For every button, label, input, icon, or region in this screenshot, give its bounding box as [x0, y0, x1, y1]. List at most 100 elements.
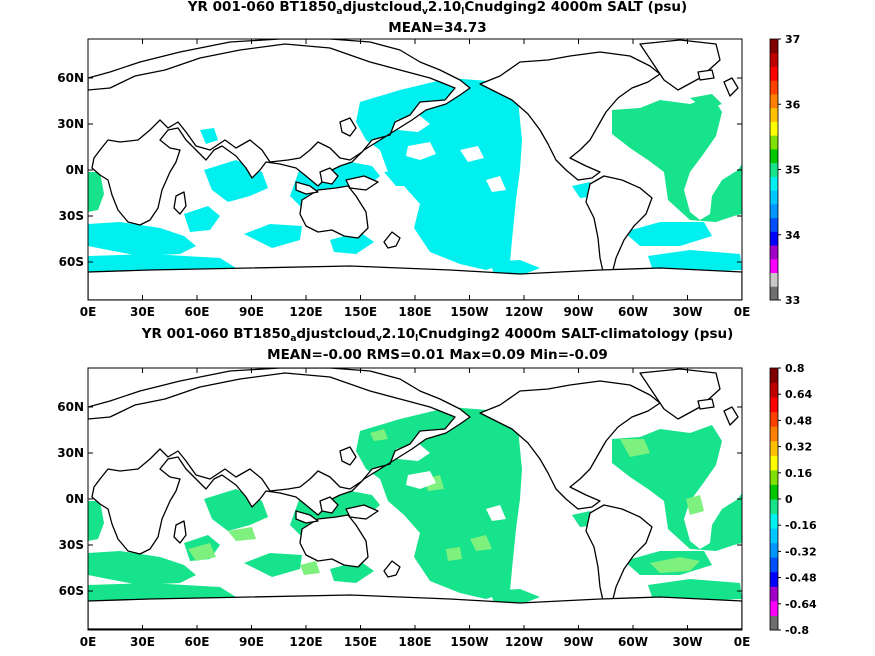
panel1-title-sub: l [461, 7, 465, 17]
panel2-x-tick-label: 120E [289, 635, 322, 649]
panel2-colorbar-label: -0.48 [785, 572, 817, 585]
panel1-title: YR 001-060 BT1850adjustcloudv2.10lCnudgi… [0, 0, 875, 17]
panel1-colorbar-swatch [770, 272, 778, 287]
panel1-colorbar-swatch [770, 93, 778, 109]
panel2-colorbar-swatch [770, 571, 778, 587]
panel1-green-regions [88, 94, 742, 222]
panel2-colorbar-label: 0.48 [785, 414, 812, 427]
panel2-colorbar-swatch [770, 484, 778, 500]
panel2-title-part: YR 001-060 BT1850 [141, 326, 291, 342]
panel2-colorbar-label: 0.8 [785, 362, 805, 375]
panel1-colorbar-label: 37 [785, 33, 800, 46]
panel1-y-tick-label: 0N [66, 163, 84, 177]
panel1-x-tick-label: 90W [564, 305, 594, 319]
panel2-title-sub: v [375, 334, 382, 344]
panel1-title-part: Cnudging2 4000m SALT (psu) [464, 0, 688, 15]
panel2-colorbar-swatch [770, 499, 778, 515]
panel2-colorbar-swatch [770, 513, 778, 529]
panel2-title-part: djustcloud [296, 326, 376, 342]
panel1-x-tick-label: 30E [130, 305, 155, 319]
panel2-stats: MEAN=-0.00 RMS=0.01 Max=0.09 Min=-0.09 [267, 347, 608, 363]
panel1-colorbar-swatch [770, 107, 778, 122]
panel1-colorbar-swatch [770, 66, 778, 81]
panel1-x-tick-label: 120W [505, 305, 543, 319]
panel2-colorbar-swatch [770, 411, 778, 427]
panel1-y-tick-label: 60N [57, 71, 84, 85]
panel2-colorbar-swatch [770, 600, 778, 616]
panel2-x-tick-label: 30E [130, 635, 155, 649]
panel2-colorbar-swatch [770, 382, 778, 398]
panel2-colorbar-label: -0.32 [785, 545, 817, 558]
panel2-colorbar-label: 0.16 [785, 467, 812, 480]
panel2-colorbar-swatch [770, 440, 778, 456]
panel2-y-tick-label: 60S [59, 584, 84, 598]
panel2-colorbar: 0.8 0.64 0.48 0.32 0.16 0 -0.16 -0.32 -0.48 -0.64… [769, 362, 817, 637]
panel2-x-tick-label: 0E [734, 635, 751, 649]
panel1-title-part: djustcloud [342, 0, 423, 15]
panel1-y-tick-label: 30S [59, 209, 84, 223]
panel2-title-sub: a [290, 334, 297, 344]
panel1-x-tick-label: 0E [734, 305, 751, 319]
panel1-colorbar-swatch [770, 52, 778, 67]
panel2-colorbar-swatch [770, 542, 778, 558]
panel2-colorbar-label: 0 [785, 493, 793, 506]
panel2-x-tick-label: 60W [618, 635, 648, 649]
panel2-colorbar-swatch [770, 426, 778, 442]
panel1-x-tick-label: 60W [618, 305, 648, 319]
panel1-colorbar-swatch [770, 39, 778, 54]
panel2-x-tick-label: 60E [185, 635, 210, 649]
panel1-x-tick-label: 150W [450, 305, 488, 319]
panel2-colorbar-swatch [770, 397, 778, 413]
panel1-x-tick-label: 0E [80, 305, 97, 319]
panel1-colorbar-swatch [770, 245, 778, 260]
panel2-colorbar-swatch [770, 368, 778, 384]
panel1-colorbar-swatch [770, 176, 778, 191]
panel1-colorbar-label: 36 [785, 98, 801, 111]
panel1-x-tick-label: 90E [239, 305, 264, 319]
panel2-x-tick-label: 30W [673, 635, 703, 649]
panel1-colorbar-swatch [770, 286, 778, 301]
panel1-colorbar-swatch [770, 148, 778, 164]
panel1-colorbar-label: 33 [785, 294, 800, 307]
panel2-colorbar-label: 0.64 [785, 388, 812, 401]
panel1-colorbar-swatch [770, 231, 778, 246]
panel2-colorbar-label: 0.32 [785, 441, 812, 454]
panel2-title-part: Cnudging2 4000m SALT-climatology (psu) [418, 326, 734, 342]
panel1-colorbar-label: 35 [785, 164, 800, 177]
panel1-colorbar-swatch [770, 80, 778, 95]
panel1-colorbar-swatch [770, 121, 778, 136]
panel1-x-tick-label: 30W [673, 305, 703, 319]
panel1-colorbar: 37 36 35 34 33 [769, 33, 801, 307]
panel2-colorbar-label: -0.8 [785, 624, 809, 637]
panel2-colorbar-swatch [770, 615, 778, 631]
panel1-title-sub: a [336, 7, 343, 17]
panel1-axes: 0E 30E 60E 90E 120E 150E 180E 150W 120W 90W 60W 30W… [57, 39, 750, 319]
panel1-colorbar-swatch [770, 203, 778, 219]
panel1-y-tick-label: 60S [59, 255, 84, 269]
panel2-title: YR 001-060 BT1850adjustcloudv2.10lCnudgi… [0, 326, 875, 344]
panel1-colorbar-swatch [770, 135, 778, 150]
panel1-holes [396, 114, 506, 192]
panel2-map [87, 367, 743, 631]
panel2-x-tick-label: 180E [398, 635, 431, 649]
panel2-y-tick-label: 30N [57, 446, 84, 460]
panel1-x-tick-label: 180E [398, 305, 431, 319]
panel1-title-part: YR 001-060 BT1850 [187, 0, 337, 15]
panel1-x-tick-label: 150E [344, 305, 377, 319]
panel2-colorbar-swatch [770, 469, 778, 485]
panel1-colorbar-swatch [770, 190, 778, 205]
panel2-x-tick-label: 150E [344, 635, 377, 649]
panel2-colorbar-label: -0.64 [785, 598, 817, 611]
panel1-y-tick-label: 30N [57, 117, 84, 131]
panel1-x-tick-label: 120E [289, 305, 322, 319]
panel2-colorbar-swatch [770, 528, 778, 544]
panel2-x-tick-label: 90W [564, 635, 594, 649]
panel2-x-tick-label: 120W [505, 635, 543, 649]
panel2-x-tick-label: 0E [80, 635, 97, 649]
panel1-colorbar-swatch [770, 258, 778, 274]
panel1-title-part: 2.10 [427, 0, 462, 15]
panel1-stats: MEAN=34.73 [388, 20, 487, 36]
panel1-colorbar-swatch [770, 217, 778, 232]
panel2-x-tick-label: 150W [450, 635, 488, 649]
